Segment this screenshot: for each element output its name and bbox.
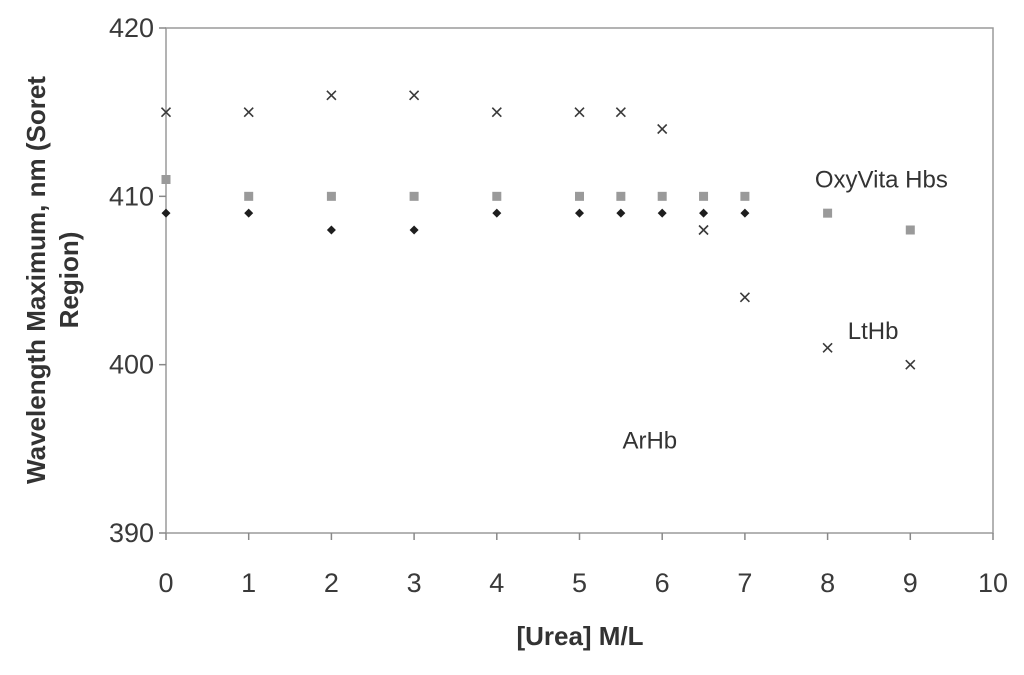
diamond-marker — [492, 208, 502, 218]
diamond-marker — [244, 208, 254, 218]
x-tick-label: 6 — [655, 568, 670, 598]
y-axis-ticks: 390 400 410 420 — [109, 13, 166, 548]
square-marker — [740, 191, 750, 201]
x-tick-label: 1 — [241, 568, 256, 598]
y-axis-title-line-2: Region) — [54, 232, 84, 329]
square-marker — [616, 191, 626, 201]
diamond-marker — [699, 208, 709, 218]
x-tick-label: 9 — [903, 568, 918, 598]
diamond-marker — [409, 225, 419, 235]
x-tick-label: 0 — [158, 568, 173, 598]
y-tick-label: 420 — [109, 13, 154, 43]
cross-marker — [822, 342, 833, 353]
square-marker — [244, 191, 254, 201]
y-tick-label: 410 — [109, 181, 154, 211]
plot-area — [165, 27, 994, 534]
diamond-marker — [740, 208, 750, 218]
cross-marker — [243, 107, 254, 118]
x-axis-title: [Urea] M/L — [516, 621, 643, 651]
x-tick-label: 2 — [324, 568, 339, 598]
x-tick-label: 3 — [407, 568, 422, 598]
cross-marker — [657, 123, 668, 135]
cross-marker — [491, 107, 502, 118]
y-axis-title: Wavelength Maximum, nm (Soret Region) — [21, 76, 84, 484]
square-marker — [326, 191, 336, 201]
x-tick-label: 8 — [820, 568, 835, 598]
cross-marker — [574, 107, 585, 118]
cross-marker — [409, 90, 420, 101]
diamond-marker — [616, 208, 626, 218]
annotation-label: ArHb — [622, 427, 677, 454]
annotation-label: OxyVita Hbs — [815, 167, 948, 194]
square-marker — [409, 191, 419, 201]
annotations: OxyVita Hbs LtHb ArHb — [622, 167, 947, 455]
y-tick-label: 400 — [109, 350, 154, 380]
square-marker — [823, 208, 833, 218]
y-tick-label: 390 — [109, 518, 154, 548]
cross-marker — [698, 224, 709, 236]
cross-marker — [739, 292, 750, 303]
cross-marker — [160, 107, 172, 118]
diamond-marker — [161, 208, 171, 218]
cross-marker — [615, 107, 626, 118]
square-marker — [905, 225, 915, 235]
y-axis-title-line-1: Wavelength Maximum, nm (Soret — [21, 76, 51, 484]
diamond-marker — [326, 225, 336, 235]
x-tick-label: 10 — [978, 568, 1008, 598]
x-tick-label: 5 — [572, 568, 587, 598]
x-tick-label: 4 — [489, 568, 504, 598]
x-tick-label: 7 — [737, 568, 752, 598]
annotation-label: LtHb — [848, 318, 899, 345]
square-marker — [492, 191, 502, 201]
square-marker — [657, 191, 667, 201]
square-marker — [699, 191, 709, 201]
x-axis-ticks: 0 1 2 3 4 5 6 7 8 9 10 — [158, 533, 1008, 598]
diamond-marker — [575, 208, 584, 218]
cross-marker — [905, 359, 916, 370]
cross-marker — [326, 90, 337, 101]
diamond-marker — [657, 208, 667, 218]
square-marker — [575, 191, 584, 201]
square-marker — [161, 175, 171, 184]
data-points — [160, 90, 916, 370]
